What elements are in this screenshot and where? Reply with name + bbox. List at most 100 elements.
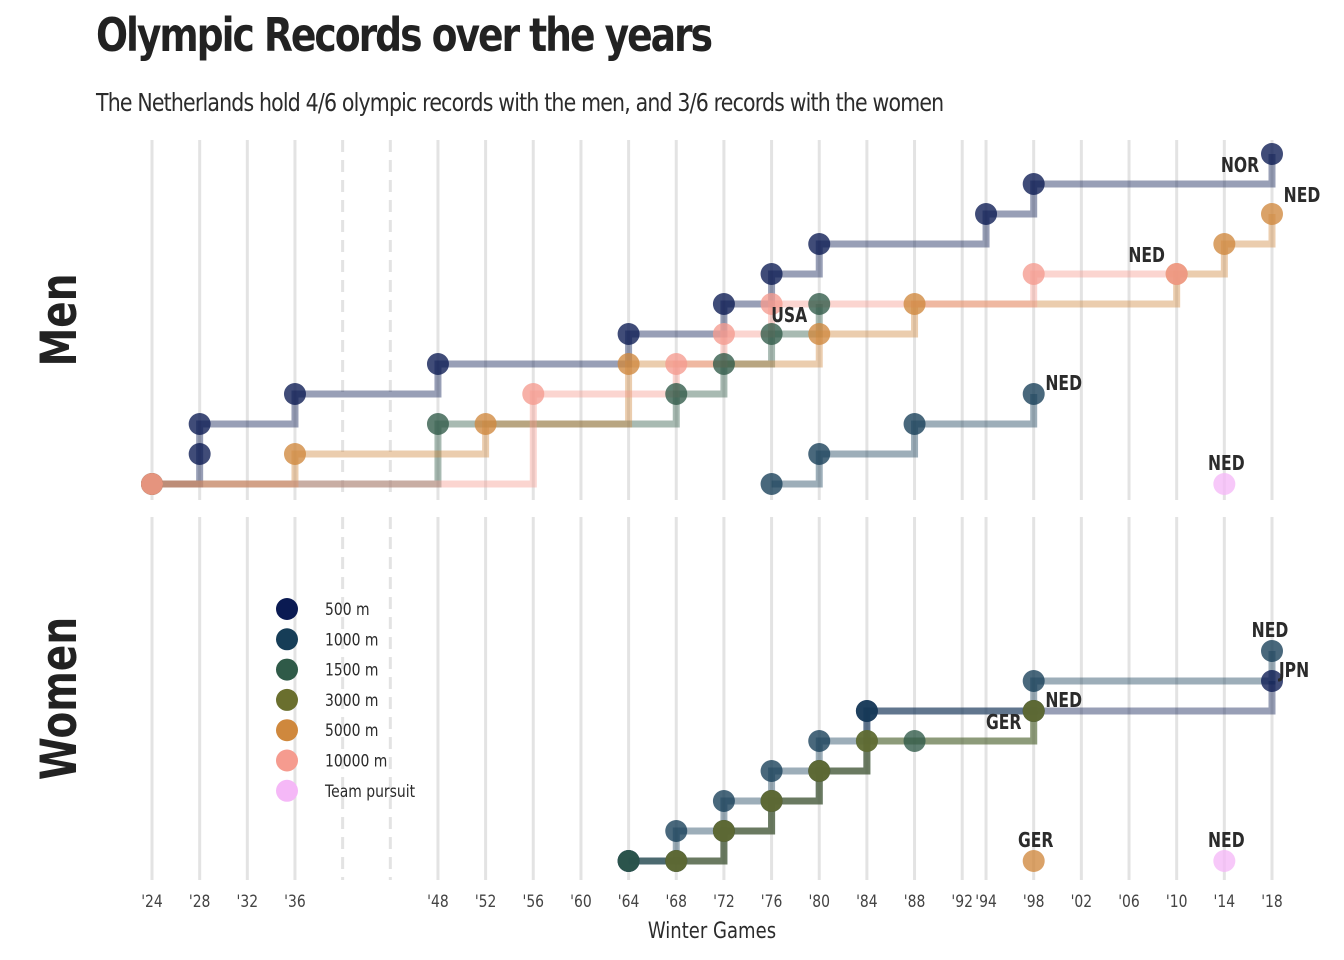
data-point (1022, 850, 1045, 872)
country-label: JPN (1278, 659, 1309, 682)
x-tick-label: '18 (1261, 892, 1283, 912)
x-axis-title: Winter Games (648, 917, 776, 943)
data-point (1165, 263, 1188, 285)
data-point (808, 760, 831, 782)
x-tick-label: '76 (761, 892, 783, 912)
data-point (283, 443, 306, 465)
x-tick-label: '10 (1166, 892, 1188, 912)
data-point (1213, 233, 1236, 255)
data-point (760, 473, 783, 495)
legend-swatch (276, 688, 298, 711)
data-point (617, 850, 640, 872)
legend-swatch (276, 598, 298, 620)
series-points (141, 143, 1283, 872)
x-tick-label: '52 (475, 892, 497, 912)
x-tick-label: '64 (618, 892, 640, 912)
data-point (1261, 640, 1283, 662)
x-tick-label: '32 (237, 892, 259, 912)
data-point (1261, 670, 1283, 692)
data-point (1022, 670, 1045, 692)
data-point (760, 323, 783, 345)
country-label: NED (1208, 452, 1245, 475)
data-point (188, 443, 211, 465)
legend-swatch (276, 719, 298, 742)
data-point (1022, 173, 1045, 195)
x-axis-ticks: '24 '28 '32 '36 '48 '52 '56 '60 '64 '68 '72 '76 '80 '… (141, 892, 1283, 912)
data-point (808, 323, 831, 345)
x-tick-label: '14 (1214, 892, 1236, 912)
data-point (903, 730, 926, 752)
legend-label: 3000 m (325, 691, 378, 711)
data-point (1022, 383, 1045, 405)
x-tick-label: '84 (856, 892, 878, 912)
data-point (712, 353, 735, 375)
x-tick-label: '98 (1023, 892, 1045, 912)
data-point (712, 293, 735, 315)
data-point (712, 820, 735, 842)
country-label: NOR (1221, 154, 1259, 177)
country-label: NED (1045, 372, 1082, 395)
chart-title: Olympic Records over the years (96, 8, 713, 62)
data-point (426, 353, 449, 375)
data-point (1022, 700, 1045, 722)
data-point (760, 790, 783, 812)
x-tick-label: '80 (808, 892, 830, 912)
x-tick-label: '94 (975, 892, 997, 912)
data-point (855, 730, 878, 752)
country-label: GER (986, 711, 1022, 734)
series-lines (152, 154, 1276, 865)
country-label: NED (1284, 184, 1321, 207)
data-point (1022, 263, 1045, 285)
legend-label: 1500 m (325, 660, 378, 680)
country-label: NED (1045, 689, 1082, 712)
series-line (628, 711, 1038, 865)
x-tick-label: '06 (1118, 892, 1140, 912)
data-point (426, 413, 449, 435)
x-tick-label: '60 (570, 892, 592, 912)
data-point (903, 413, 926, 435)
data-point (522, 383, 545, 405)
data-point (665, 820, 688, 842)
legend: 500 m 1000 m 1500 m 3000 m 5000 m 10000 m Team… (276, 598, 415, 802)
legend-swatch (276, 628, 298, 651)
data-point (474, 413, 497, 435)
country-label: NED (1128, 244, 1165, 267)
data-point (808, 293, 831, 315)
data-point (617, 353, 640, 375)
data-point (808, 730, 831, 752)
end-labels: NOR NED USA NED NED NED JPN NED NED GER GER NED (771, 154, 1320, 852)
data-point (1261, 203, 1283, 225)
legend-swatch (276, 658, 298, 681)
series-line (152, 304, 823, 488)
x-tick-label: '24 (141, 892, 163, 912)
data-point (975, 203, 998, 225)
data-point (1213, 850, 1236, 872)
data-point (760, 293, 783, 315)
series-line (152, 154, 1276, 488)
x-tick-label: '56 (522, 892, 544, 912)
x-tick-label: '36 (284, 892, 306, 912)
x-tick-label: '48 (427, 892, 449, 912)
panel-label: Women (29, 617, 88, 780)
legend-label: Team pursuit (324, 781, 415, 801)
panel-label: Men (29, 273, 88, 366)
data-point (855, 700, 878, 722)
x-tick-label: '68 (665, 892, 687, 912)
data-point (1261, 143, 1283, 165)
data-point (617, 323, 640, 345)
country-label: GER (1018, 829, 1054, 852)
legend-label: 5000 m (325, 721, 378, 741)
legend-swatch (276, 779, 298, 802)
data-point (903, 293, 926, 315)
series-line (152, 270, 1177, 488)
x-tick-label: '88 (904, 892, 926, 912)
x-tick-label: '92 (951, 892, 973, 912)
data-point (141, 473, 163, 495)
country-label: NED (1208, 829, 1245, 852)
data-point (760, 760, 783, 782)
data-point (188, 413, 211, 435)
data-point (808, 443, 831, 465)
legend-label: 10000 m (325, 751, 387, 771)
data-point (665, 383, 688, 405)
